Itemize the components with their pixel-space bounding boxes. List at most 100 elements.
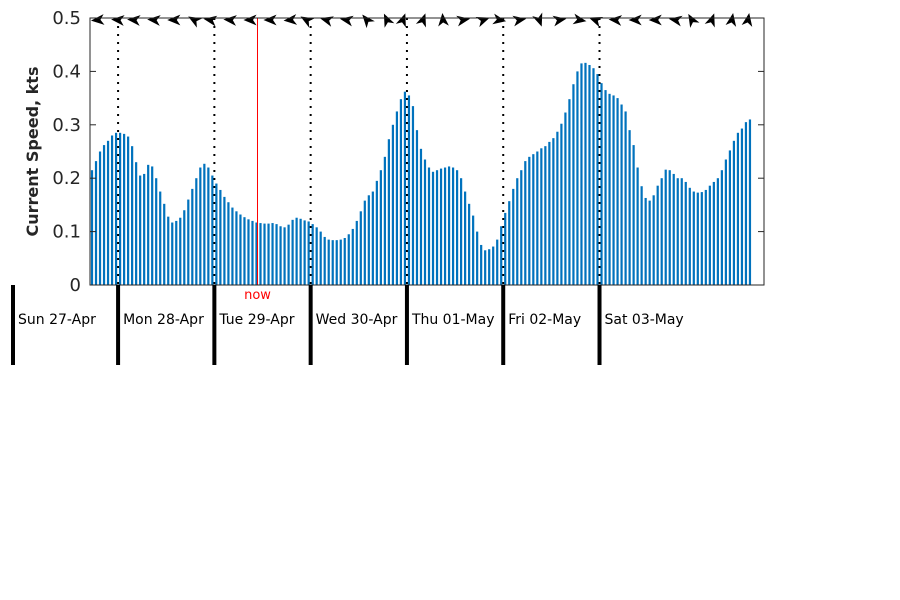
speed-bar [331, 240, 334, 285]
speed-bar [139, 175, 142, 285]
speed-bar [624, 111, 627, 285]
speed-bar [199, 167, 202, 285]
speed-bar [135, 162, 138, 285]
speed-bar [299, 218, 302, 285]
speed-bar [403, 91, 407, 285]
speed-bar [431, 171, 435, 285]
direction-arrow [362, 14, 375, 29]
speed-bar [283, 227, 286, 285]
direction-arrow [283, 14, 298, 25]
direction-arrow [300, 16, 315, 28]
direction-arrow [648, 14, 662, 26]
speed-bar [399, 99, 403, 285]
direction-arrow [339, 15, 354, 27]
speed-bar [379, 170, 382, 285]
direction-arrow [741, 13, 753, 27]
speed-bar [652, 195, 655, 285]
speed-bar [343, 238, 346, 285]
speed-bar [311, 224, 314, 285]
speed-bar [612, 95, 615, 286]
speed-bar [439, 168, 443, 285]
speed-bar [191, 188, 194, 285]
speed-bar [676, 178, 679, 285]
speed-bar [460, 178, 463, 285]
day-axis: Sun 27-Apr Mon 28-Apr Tue 29-Apr Wed 30-Apr… [11, 285, 684, 365]
speed-bar [259, 223, 262, 285]
day-label: Thu 01-May [411, 312, 495, 328]
speed-bar [255, 222, 258, 285]
speed-bar [520, 170, 523, 285]
speed-bar [636, 167, 639, 285]
speed-bar [359, 211, 362, 285]
speed-bar [604, 90, 607, 285]
speed-bar [660, 178, 663, 285]
speed-bar [275, 224, 278, 285]
speed-bar [127, 136, 130, 285]
speed-bar [455, 170, 459, 285]
speed-bar [287, 224, 290, 285]
speed-bar [736, 132, 740, 285]
speed-bar [114, 132, 118, 285]
speed-bar [536, 151, 539, 285]
day-label: Mon 28-Apr [123, 312, 204, 328]
speed-bar [323, 236, 326, 285]
speed-bar [696, 192, 699, 285]
speed-bar [728, 150, 732, 285]
direction-arrow [111, 15, 125, 26]
direction-arrow [147, 15, 161, 26]
speed-bar [355, 220, 358, 285]
direction-arrow [608, 15, 623, 26]
direction-arrow [492, 13, 507, 25]
speed-bar [351, 228, 354, 285]
speed-bar [692, 191, 695, 285]
direction-arrow [90, 14, 105, 25]
y-tick-label: 0.3 [52, 115, 81, 136]
plot-frame [89, 17, 765, 286]
speed-bar [223, 196, 226, 285]
speed-bar [732, 140, 736, 285]
speed-bar [195, 178, 198, 285]
direction-arrow [319, 16, 334, 27]
speed-bar [183, 210, 186, 285]
speed-bar [600, 83, 603, 286]
speed-bar [620, 104, 623, 285]
direction-arrow [167, 14, 181, 26]
speed-bar [427, 167, 431, 285]
direction-arrow [415, 13, 426, 28]
speed-bar [363, 200, 366, 285]
direction-arrows [90, 12, 753, 29]
direction-arrow [628, 14, 642, 26]
speed-bar [484, 250, 487, 285]
speed-bar [580, 63, 583, 285]
direction-arrow [456, 15, 471, 27]
direction-arrow [243, 14, 257, 26]
speed-bar [291, 219, 294, 285]
speed-bar [387, 139, 390, 285]
speed-bar [335, 240, 338, 285]
speed-bar [560, 123, 563, 285]
speed-bar [568, 99, 571, 285]
now-marker: now [244, 18, 271, 303]
speed-bar [327, 239, 330, 285]
speed-bar [247, 219, 250, 285]
speed-bar [347, 234, 350, 285]
speed-bar [476, 231, 479, 285]
speed-bar [508, 201, 511, 285]
speed-bar [219, 189, 222, 285]
speed-bar [512, 188, 515, 285]
speed-bar [528, 156, 531, 285]
speed-bar [102, 145, 106, 285]
y-tick-label: 0.4 [52, 61, 81, 82]
speed-bar [175, 220, 178, 285]
direction-arrow [668, 15, 683, 27]
speed-bar [700, 192, 703, 285]
speed-bar [548, 141, 551, 285]
speed-bar [552, 138, 555, 285]
day-label: Wed 30-Apr [316, 312, 398, 328]
direction-arrow [532, 12, 543, 27]
speed-bar [367, 195, 370, 285]
speed-bar [720, 170, 723, 285]
speed-bar [215, 183, 218, 285]
now-label: now [244, 288, 271, 303]
